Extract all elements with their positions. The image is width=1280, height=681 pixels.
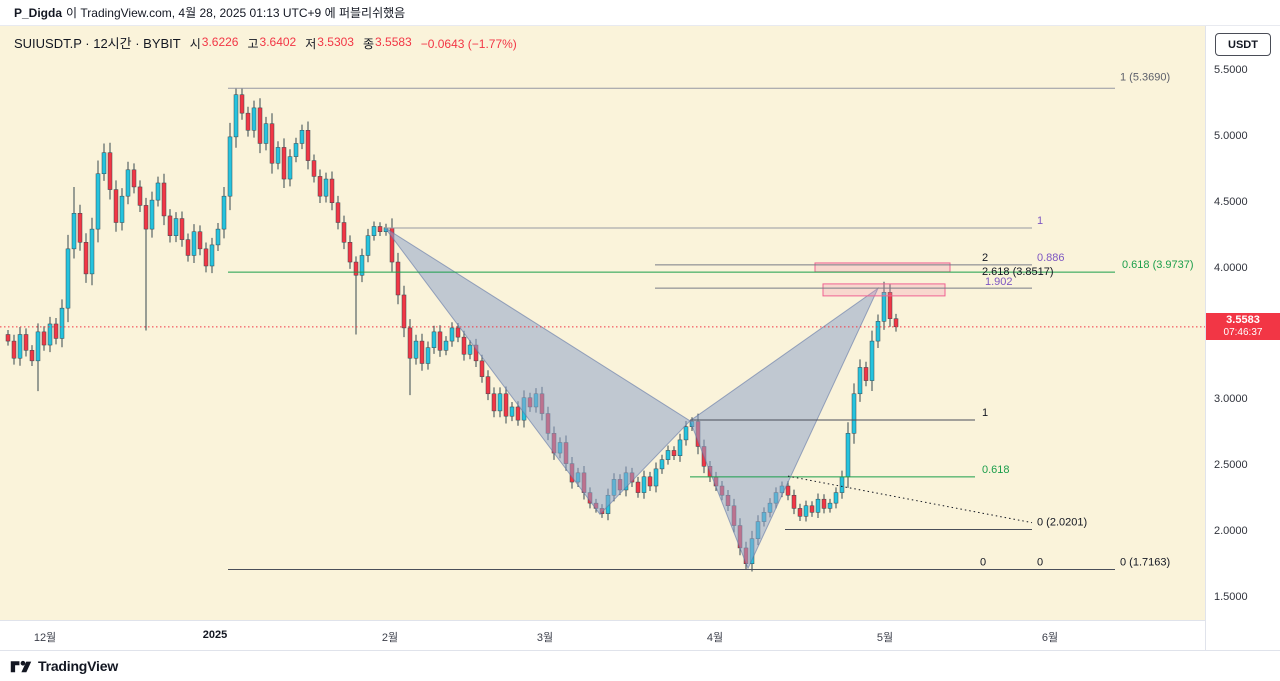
tradingview-logo-icon: [10, 660, 32, 673]
fib-level-label: 1.902: [985, 276, 1013, 288]
fib-level-label: 0: [980, 557, 986, 569]
bar-countdown: 07:46:37: [1223, 326, 1263, 338]
time-label: 3월: [536, 632, 554, 644]
publisher-name[interactable]: P_Digda: [14, 5, 63, 20]
close-value: 3.5583: [375, 35, 412, 49]
high-value: 3.6402: [259, 35, 297, 49]
chart-main: 1 (5.3690) 1 2 0.886 0.618 (3.9737) 2.618 (3.…: [0, 26, 1280, 650]
currency-toggle-button[interactable]: USDT: [1215, 33, 1271, 56]
fib-level-label: 0.618: [982, 464, 1010, 476]
fib-level[interactable]: 0.618 (3.9737): [228, 259, 1194, 273]
time-label: 6월: [1041, 632, 1059, 644]
price-tick: 5.0000: [1214, 129, 1248, 142]
fib-level[interactable]: 1: [690, 407, 988, 421]
price-tick: 4.5000: [1214, 195, 1248, 208]
time-label: 4월: [706, 632, 724, 644]
ohlc-high: 고 3.6402: [247, 35, 296, 52]
chart-plot-area[interactable]: 1 (5.3690) 1 2 0.886 0.618 (3.9737) 2.618 (3.…: [0, 26, 1205, 620]
low-value: 3.5303: [317, 35, 354, 49]
time-axis[interactable]: 12월 2025 2월 3월 4월 5월 6월: [0, 620, 1205, 650]
change-value: −0.0643 (−1.77%): [420, 37, 517, 51]
ohlc-close: 종 3.5583: [363, 35, 412, 52]
price-tick: 2.0000: [1214, 525, 1248, 538]
low-label: 저: [305, 37, 317, 51]
close-label: 종: [362, 37, 375, 51]
fib-level[interactable]: 1 (5.3690): [228, 71, 1170, 89]
harmonic-pattern[interactable]: [384, 227, 880, 570]
publisher-info: 이 TradingView.com, 4월 28, 2025 01:13 UTC…: [66, 6, 406, 20]
supply-zone-box[interactable]: [814, 262, 951, 273]
ohlc-low: 저 3.5303: [305, 35, 354, 52]
fib-level-label: 0.886: [1037, 252, 1065, 264]
time-label: 2월: [381, 632, 399, 644]
fib-level-label: 2: [982, 252, 988, 264]
fib-level[interactable]: 2 0.886: [655, 252, 1065, 266]
fib-level[interactable]: 0 0 0 (1.7163): [228, 557, 1170, 571]
fib-level-label: 2.618 (3.8517): [982, 266, 1054, 278]
last-price-label: 3.5583 07:46:37: [1206, 312, 1280, 340]
fib-level[interactable]: 0 (2.0201): [785, 516, 1087, 530]
symbol-title[interactable]: SUIUSDT.P · 12시간 · BYBIT: [14, 36, 181, 51]
last-price-value: 3.5583: [1226, 313, 1260, 326]
price-axis[interactable]: USDT 5.5000 5.0000 4.5000 4.0000 3.0000 2.500…: [1205, 26, 1280, 650]
fib-level-label: 0: [1037, 557, 1043, 569]
fib-level[interactable]: 0.618: [690, 464, 1010, 478]
plot-column: 1 (5.3690) 1 2 0.886 0.618 (3.9737) 2.618 (3.…: [0, 26, 1205, 650]
tradingview-logo-text[interactable]: TradingView: [38, 658, 119, 674]
fib-level-label: 1 (5.3690): [1120, 71, 1170, 83]
dotted-trendline[interactable]: [787, 475, 1033, 524]
footer-bar: TradingView: [0, 650, 1280, 681]
time-label: 5월: [876, 632, 894, 644]
ohlc-open: 시 3.6226: [190, 35, 239, 52]
price-tick: 3.0000: [1214, 393, 1248, 406]
chart-legend: SUIUSDT.P · 12시간 · BYBIT 시 3.6226 고 3.6402…: [14, 33, 517, 52]
price-chart-svg[interactable]: 1 (5.3690) 1 2 0.886 0.618 (3.9737) 2.618 (3.…: [0, 26, 1205, 620]
supply-zone-box[interactable]: [822, 283, 946, 297]
fib-level[interactable]: 2.618 (3.8517)1.902: [655, 266, 1054, 289]
time-label: 2025: [202, 629, 228, 641]
time-label: 12월: [33, 632, 57, 644]
publisher-bar: P_Digda 이 TradingView.com, 4월 28, 2025 0…: [0, 0, 1280, 26]
open-value: 3.6226: [201, 35, 239, 49]
fib-level-label: 0 (1.7163): [1120, 557, 1170, 569]
fib-level[interactable]: 1: [385, 215, 1043, 229]
high-label: 고: [247, 37, 259, 51]
fib-level-label: 1: [982, 407, 988, 419]
price-tick: 4.0000: [1214, 261, 1248, 274]
fib-level-label: 1: [1037, 215, 1043, 227]
fib-level-label: 0 (2.0201): [1037, 516, 1087, 528]
fib-level-label: 0.618 (3.9737): [1122, 259, 1194, 271]
open-label: 시: [189, 37, 201, 51]
price-tick: 1.5000: [1214, 591, 1248, 603]
price-tick: 2.5000: [1214, 459, 1248, 472]
price-tick: 5.5000: [1214, 64, 1248, 76]
